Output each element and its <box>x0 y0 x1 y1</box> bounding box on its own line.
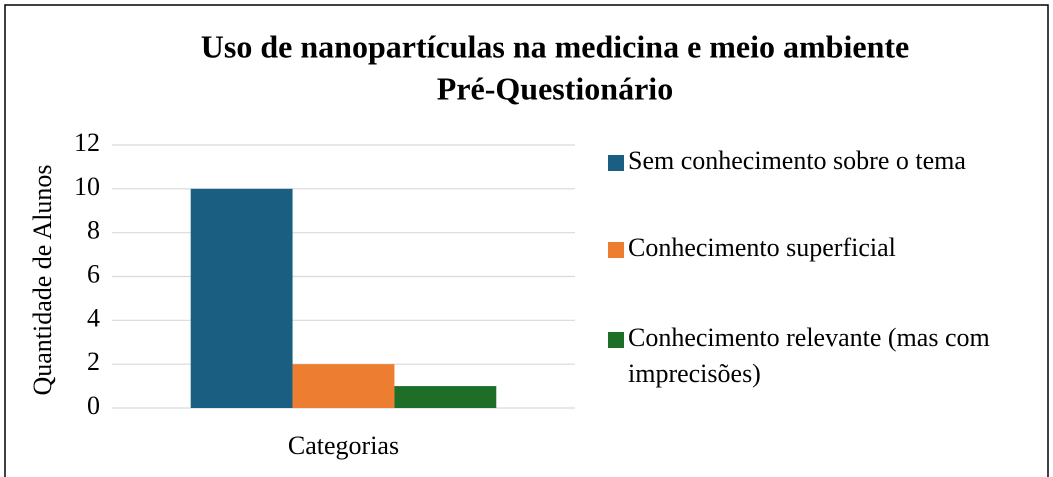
bar <box>190 188 293 408</box>
y-tick-label: 10 <box>74 172 100 201</box>
bar <box>292 364 395 408</box>
legend-label: Conhecimento relevante (mas com imprecis… <box>628 323 996 388</box>
chart-subtitle: Pré-Questionário <box>437 70 673 106</box>
x-tick-label: Categorias <box>288 431 399 460</box>
legend-label: Sem conhecimento sobre o tema <box>628 146 966 175</box>
legend-swatch <box>608 332 624 348</box>
chart-border <box>4 4 1049 477</box>
y-tick-label: 0 <box>87 391 100 420</box>
legend-swatch <box>608 155 624 171</box>
y-tick-label: 12 <box>74 128 100 157</box>
legend-swatch <box>608 242 624 258</box>
y-tick-label: 2 <box>87 347 100 376</box>
y-axis-title: Quantidade de Alunos <box>28 164 57 395</box>
chart-title: Uso de nanopartículas na medicina e meio… <box>201 28 909 64</box>
y-tick-label: 6 <box>87 259 100 288</box>
y-tick-label: 4 <box>87 303 100 332</box>
bar <box>394 386 497 408</box>
y-tick-label: 8 <box>87 216 100 245</box>
legend-label: Conhecimento superficial <box>628 233 896 262</box>
